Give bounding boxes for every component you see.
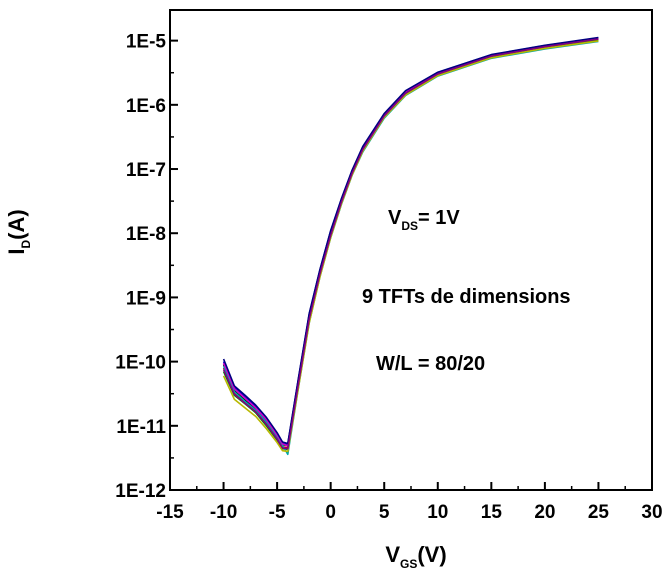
x-tick-label: 30: [641, 502, 662, 523]
x-tick-label: 25: [588, 502, 610, 523]
series-line: [222, 40, 599, 456]
y-tick-label: 1E-12: [115, 481, 166, 502]
series-line: [222, 37, 599, 446]
annotation-wl-ratio: W/L = 80/20: [376, 353, 485, 375]
y-tick-label: 1E-11: [116, 417, 166, 438]
y-axis-title: ID(A): [4, 209, 33, 254]
x-tick-label: 15: [481, 502, 503, 523]
y-tick-label: 1E-7: [126, 160, 166, 181]
x-tick-label: 0: [325, 502, 336, 523]
axis-ticks: [169, 39, 653, 491]
x-tick-label: 5: [379, 502, 390, 523]
plot-area-border: [169, 9, 653, 491]
series-line: [222, 37, 599, 445]
series-line: [222, 37, 599, 447]
x-tick-label: 20: [534, 502, 555, 523]
y-tick-label: 1E-5: [126, 32, 167, 53]
x-tick-label: -10: [210, 502, 237, 523]
series-line: [222, 38, 599, 449]
series-line: [222, 40, 599, 453]
series-line: [222, 36, 599, 445]
y-tick-label: 1E-8: [126, 224, 166, 245]
x-tick-label: -5: [269, 502, 286, 523]
x-tick-label: -15: [156, 502, 184, 523]
series-line: [222, 38, 599, 450]
annotation-vds: VDS= 1V: [388, 207, 460, 233]
y-tick-labels: 1E-12 1E-11 1E-10 1E-9 1E-8 1E-7 1E-6 1E-5: [115, 32, 166, 502]
series-group: [222, 36, 599, 456]
y-tick-label: 1E-10: [115, 353, 166, 374]
plot-frame: [169, 9, 653, 491]
x-axis-title: VGS(V): [385, 542, 446, 571]
annotation-tft-count: 9 TFTs de dimensions: [362, 286, 571, 308]
x-tick-labels: -15 -10 -5 0 5 10 15 20 25 30: [156, 502, 662, 523]
x-tick-label: 10: [427, 502, 448, 523]
y-tick-label: 1E-6: [126, 96, 166, 117]
y-tick-label: 1E-9: [126, 288, 166, 309]
series-line: [222, 39, 599, 451]
